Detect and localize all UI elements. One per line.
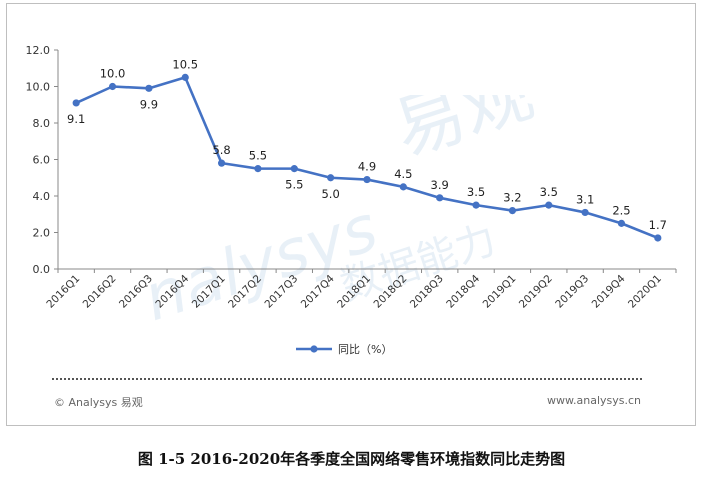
x-tick-label: 2017Q1	[190, 273, 228, 311]
data-point	[217, 159, 226, 167]
x-tick-label: 2017Q4	[299, 272, 337, 310]
data-label: 5.0	[321, 187, 339, 201]
x-tick-label: 2020Q1	[626, 273, 664, 311]
legend-label: 同比（%）	[338, 343, 392, 356]
x-tick-label: 2019Q3	[553, 273, 591, 311]
data-point	[108, 82, 117, 91]
data-point	[472, 201, 480, 209]
data-point	[290, 165, 298, 173]
x-tick-label: 2018Q4	[444, 272, 482, 310]
x-tick-label: 2017Q2	[226, 273, 264, 311]
y-tick-label: 12.0	[26, 44, 51, 57]
data-point	[399, 183, 407, 191]
data-label: 9.9	[140, 97, 158, 111]
y-tick-label: 8.0	[33, 117, 51, 130]
x-tick-label: 2018Q2	[372, 273, 410, 311]
figure-caption: 图 1-5 2016-2020年各季度全国网络零售环境指数同比走势图	[137, 450, 566, 468]
data-label: 5.5	[249, 149, 267, 163]
data-point	[581, 208, 589, 217]
x-tick-label: 2016Q4	[153, 272, 191, 310]
x-tick-label: 2018Q1	[335, 273, 373, 311]
data-label: 5.5	[285, 178, 303, 192]
x-tick-label: 2019Q4	[590, 272, 628, 310]
legend-marker	[310, 345, 318, 353]
y-tick-label: 0.0	[33, 263, 51, 276]
data-label: 10.5	[172, 57, 198, 71]
y-tick-label: 2.0	[33, 227, 51, 240]
figure-frame	[6, 3, 696, 426]
data-label: 3.1	[576, 192, 594, 206]
line-chart: 0.02.04.06.08.010.012.0 2016Q12016Q22016…	[26, 44, 677, 356]
y-tick-label: 4.0	[33, 190, 51, 203]
y-axis: 0.0 2.0 4.0 6.0 8.0 10.0 12.0	[26, 44, 59, 276]
data-point	[654, 234, 662, 242]
data-label: 3.5	[540, 185, 558, 199]
data-label: 10.0	[100, 67, 126, 81]
x-tick-label: 2017Q3	[262, 273, 300, 311]
x-tick-label: 2016Q1	[44, 273, 82, 311]
x-tick-label: 2019Q2	[517, 273, 555, 311]
data-point	[436, 194, 444, 202]
data-point	[72, 99, 80, 107]
data-label: 3.5	[467, 185, 485, 199]
data-label: 3.9	[431, 178, 449, 192]
data-label: 1.7	[649, 218, 667, 232]
data-point	[508, 207, 517, 215]
x-tick-label: 2016Q2	[81, 273, 119, 311]
data-label: 5.8	[212, 143, 230, 157]
data-label: 3.2	[503, 191, 521, 205]
y-tick-label: 10.0	[26, 81, 51, 94]
data-label: 4.9	[358, 160, 376, 174]
data-point	[145, 84, 153, 92]
data-point	[254, 165, 262, 173]
data-label: 2.5	[612, 203, 630, 217]
x-axis: 2016Q12016Q22016Q32016Q42017Q12017Q22017…	[44, 268, 677, 311]
footer-copyright: © Analysys 易观	[54, 396, 143, 409]
footer-divider	[52, 378, 642, 380]
data-label: 9.1	[67, 112, 85, 126]
y-tick-label: 6.0	[33, 154, 51, 167]
data-point	[617, 219, 626, 227]
data-point	[363, 175, 371, 184]
x-tick-label: 2019Q1	[481, 273, 519, 311]
series-layer: 9.1 10.0 9.9 10.5 5.8 5.5 5.5 5.0 4.9 4.5 3.9 3.5 3.…	[67, 57, 667, 242]
data-label: 4.5	[394, 167, 412, 181]
data-point	[545, 201, 553, 209]
data-point	[327, 174, 335, 182]
x-tick-label: 2018Q3	[408, 273, 446, 311]
data-point	[181, 73, 189, 81]
footer-website: www.analysys.cn	[547, 394, 641, 407]
series-line	[75, 76, 659, 240]
legend: 同比（%）	[296, 343, 392, 356]
x-tick-label: 2016Q3	[117, 273, 155, 311]
